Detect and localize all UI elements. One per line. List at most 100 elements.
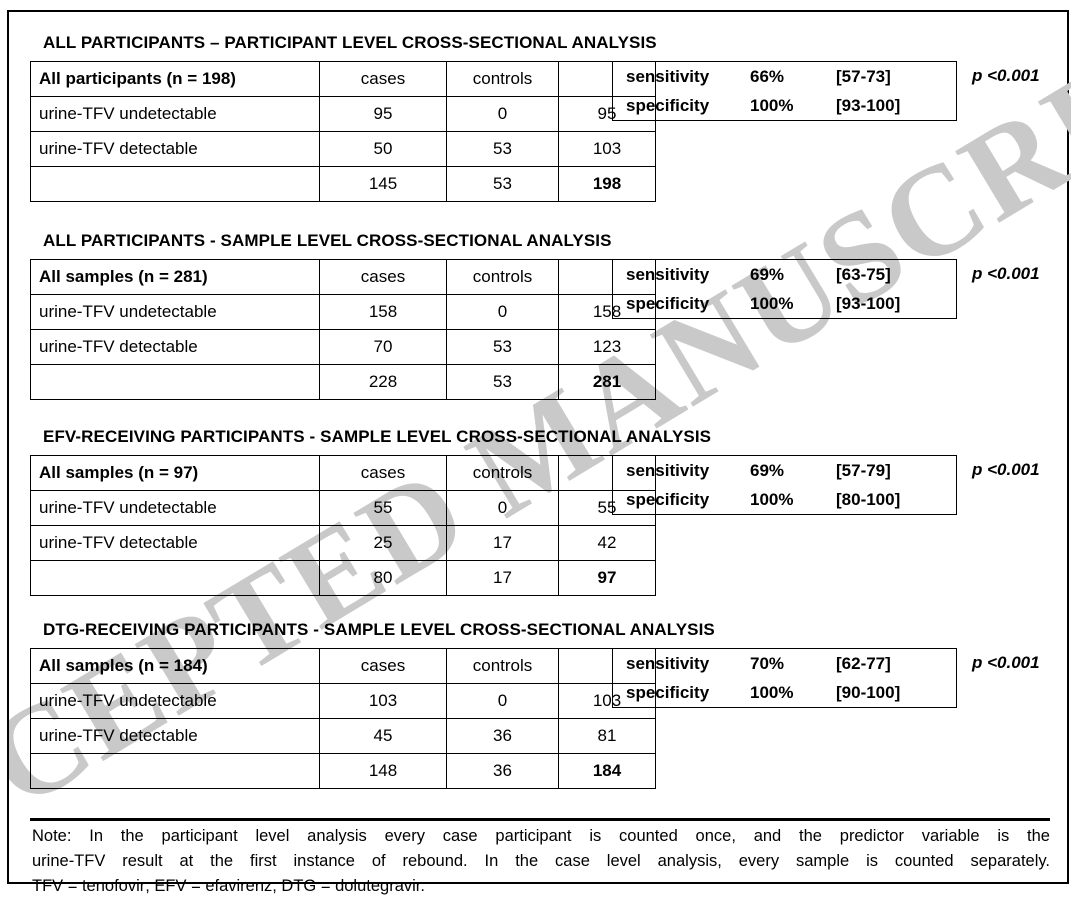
table-title-cell: All samples (n = 184) <box>30 648 320 684</box>
table-row: urine-TFV detectable 45 36 81 <box>30 718 656 754</box>
table-header-row: All samples (n = 97) cases controls <box>30 455 656 491</box>
statistics-box: sensitivity 70% [62-77] specificity 100%… <box>612 648 957 708</box>
sensitivity-confidence-interval: [63-75] <box>836 264 891 284</box>
column-header-cases: cases <box>319 648 447 684</box>
totals-controls: 36 <box>446 753 559 789</box>
row-label: urine-TFV undetectable <box>30 294 320 330</box>
table-row: urine-TFV undetectable 55 0 55 <box>30 490 656 526</box>
section-title: ALL PARTICIPANTS - SAMPLE LEVEL CROSS-SE… <box>43 231 612 250</box>
cell-controls: 0 <box>446 683 559 719</box>
cell-cases: 95 <box>319 96 447 132</box>
table-totals-row: 80 17 97 <box>30 560 656 596</box>
cell-total: 103 <box>558 131 656 167</box>
cell-total: 81 <box>558 718 656 754</box>
specificity-value: 100% <box>750 489 794 509</box>
grand-total: 97 <box>558 560 656 596</box>
row-label: urine-TFV detectable <box>30 718 320 754</box>
totals-cases: 80 <box>319 560 447 596</box>
contingency-table: All samples (n = 97) cases controls urin… <box>30 455 656 596</box>
cell-total: 55 <box>558 490 656 526</box>
grand-total: 184 <box>558 753 656 789</box>
totals-label <box>30 560 320 596</box>
column-header-controls: controls <box>446 455 559 491</box>
cell-total: 158 <box>558 294 656 330</box>
cell-cases: 158 <box>319 294 447 330</box>
specificity-label: specificity <box>626 489 710 509</box>
specificity-label: specificity <box>626 293 710 313</box>
totals-controls: 53 <box>446 166 559 202</box>
p-value: p <0.001 <box>972 460 1040 479</box>
specificity-value: 100% <box>750 293 794 313</box>
table-header-row: All samples (n = 281) cases controls <box>30 259 656 295</box>
specificity-label: specificity <box>626 95 710 115</box>
statistics-box: sensitivity 66% [57-73] specificity 100%… <box>612 61 957 121</box>
cell-controls: 0 <box>446 490 559 526</box>
cell-cases: 70 <box>319 329 447 365</box>
sensitivity-row: sensitivity 66% [57-73] <box>613 62 956 91</box>
sensitivity-confidence-interval: [62-77] <box>836 653 891 673</box>
specificity-row: specificity 100% [93-100] <box>613 91 956 120</box>
grand-total: 198 <box>558 166 656 202</box>
footnote: Note: In the participant level analysis … <box>32 824 1050 899</box>
totals-label <box>30 753 320 789</box>
table-title-cell: All samples (n = 97) <box>30 455 320 491</box>
statistics-box: sensitivity 69% [57-79] specificity 100%… <box>612 455 957 515</box>
row-label: urine-TFV undetectable <box>30 96 320 132</box>
specificity-confidence-interval: [93-100] <box>836 95 901 115</box>
table-header-row: All participants (n = 198) cases control… <box>30 61 656 97</box>
row-label: urine-TFV detectable <box>30 525 320 561</box>
document-content: ALL PARTICIPANTS – PARTICIPANT LEVEL CRO… <box>9 12 1071 895</box>
footnote-line-1: Note: In the participant level analysis … <box>32 827 1050 845</box>
specificity-row: specificity 100% [90-100] <box>613 678 956 707</box>
totals-controls: 17 <box>446 560 559 596</box>
contingency-table: All samples (n = 281) cases controls uri… <box>30 259 656 400</box>
row-label: urine-TFV undetectable <box>30 683 320 719</box>
specificity-confidence-interval: [93-100] <box>836 293 901 313</box>
totals-label <box>30 364 320 400</box>
specificity-value: 100% <box>750 95 794 115</box>
table-header-row: All samples (n = 184) cases controls <box>30 648 656 684</box>
totals-controls: 53 <box>446 364 559 400</box>
totals-label <box>30 166 320 202</box>
sensitivity-label: sensitivity <box>626 66 710 86</box>
cell-total: 123 <box>558 329 656 365</box>
specificity-row: specificity 100% [80-100] <box>613 485 956 514</box>
table-row: urine-TFV undetectable 158 0 158 <box>30 294 656 330</box>
specificity-confidence-interval: [90-100] <box>836 682 901 702</box>
table-totals-row: 148 36 184 <box>30 753 656 789</box>
cell-cases: 55 <box>319 490 447 526</box>
cell-cases: 50 <box>319 131 447 167</box>
p-value: p <0.001 <box>972 264 1040 283</box>
p-value: p <0.001 <box>972 66 1040 85</box>
sensitivity-value: 69% <box>750 460 785 480</box>
cell-cases: 45 <box>319 718 447 754</box>
table-title-cell: All samples (n = 281) <box>30 259 320 295</box>
cell-controls: 0 <box>446 96 559 132</box>
table-row: urine-TFV detectable 70 53 123 <box>30 329 656 365</box>
cell-controls: 0 <box>446 294 559 330</box>
cell-controls: 53 <box>446 131 559 167</box>
table-row: urine-TFV undetectable 103 0 103 <box>30 683 656 719</box>
section-title: DTG-RECEIVING PARTICIPANTS - SAMPLE LEVE… <box>43 620 715 639</box>
sensitivity-label: sensitivity <box>626 460 710 480</box>
specificity-label: specificity <box>626 682 710 702</box>
cell-controls: 53 <box>446 329 559 365</box>
cell-cases: 103 <box>319 683 447 719</box>
column-header-total <box>558 61 656 97</box>
footnote-line-2: urine-TFV result at the first instance o… <box>32 852 1050 870</box>
sensitivity-row: sensitivity 69% [57-79] <box>613 456 956 485</box>
grand-total: 281 <box>558 364 656 400</box>
column-header-controls: controls <box>446 61 559 97</box>
row-label: urine-TFV detectable <box>30 329 320 365</box>
table-row: urine-TFV undetectable 95 0 95 <box>30 96 656 132</box>
p-value: p <0.001 <box>972 653 1040 672</box>
column-header-total <box>558 648 656 684</box>
footnote-divider <box>30 818 1050 821</box>
table-title-cell: All participants (n = 198) <box>30 61 320 97</box>
cell-controls: 17 <box>446 525 559 561</box>
section-title: ALL PARTICIPANTS – PARTICIPANT LEVEL CRO… <box>43 33 657 52</box>
table-row: urine-TFV detectable 50 53 103 <box>30 131 656 167</box>
totals-cases: 145 <box>319 166 447 202</box>
cell-controls: 36 <box>446 718 559 754</box>
row-label: urine-TFV detectable <box>30 131 320 167</box>
